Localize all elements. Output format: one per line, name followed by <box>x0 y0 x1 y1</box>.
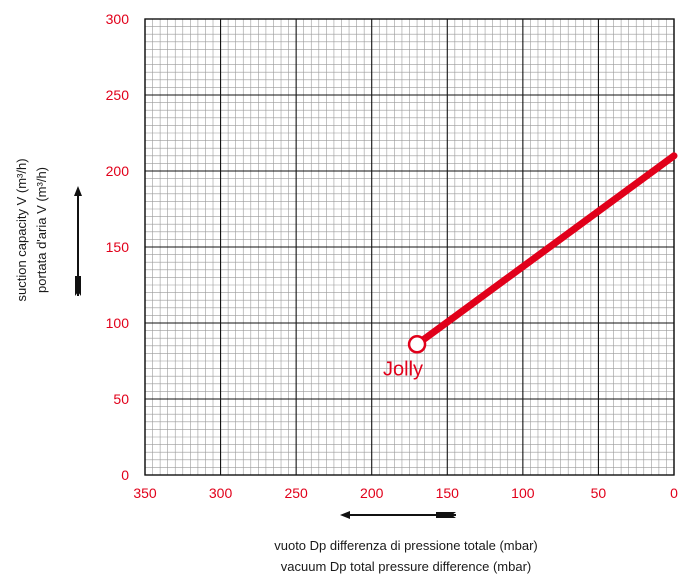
x-tick-label: 300 <box>209 485 233 501</box>
x-tick-label: 200 <box>360 485 384 501</box>
x-tick-label: 0 <box>670 485 678 501</box>
x-axis-title-line-2: vacuum Dp total pressure difference (mba… <box>281 559 531 574</box>
x-tick-label: 250 <box>284 485 308 501</box>
series-line-jolly <box>413 152 678 348</box>
plot-frame <box>144 18 675 476</box>
y-tick-label: 0 <box>121 467 129 483</box>
y-axis-title-line-2: portata d'aria V (m³/h) <box>34 167 49 293</box>
series-label-jolly: Jolly <box>383 358 423 380</box>
x-tick-label: 350 <box>133 485 157 501</box>
y-axis-arrow <box>74 186 82 296</box>
x-tick-label: 50 <box>591 485 607 501</box>
x-axis-arrow <box>340 511 456 519</box>
major-grid <box>144 18 675 476</box>
y-tick-label: 100 <box>106 315 130 331</box>
y-tick-label: 200 <box>106 163 130 179</box>
y-tick-label: 150 <box>106 239 130 255</box>
y-tick-label: 300 <box>106 11 130 27</box>
y-axis-title-line-1: suction capacity V (m³/h) <box>14 158 29 301</box>
x-tick-labels: 350 300 250 200 150 100 50 0 <box>133 485 678 501</box>
x-tick-label: 100 <box>511 485 535 501</box>
x-axis-title-line-1: vuoto Dp differenza di pressione totale … <box>274 538 538 553</box>
x-tick-label: 150 <box>436 485 460 501</box>
y-tick-label: 50 <box>113 391 129 407</box>
y-tick-labels: 0 50 100 150 200 250 300 <box>106 11 130 483</box>
y-tick-label: 250 <box>106 87 130 103</box>
series-layer: Jolly <box>383 152 678 380</box>
series-start-marker <box>407 335 427 354</box>
